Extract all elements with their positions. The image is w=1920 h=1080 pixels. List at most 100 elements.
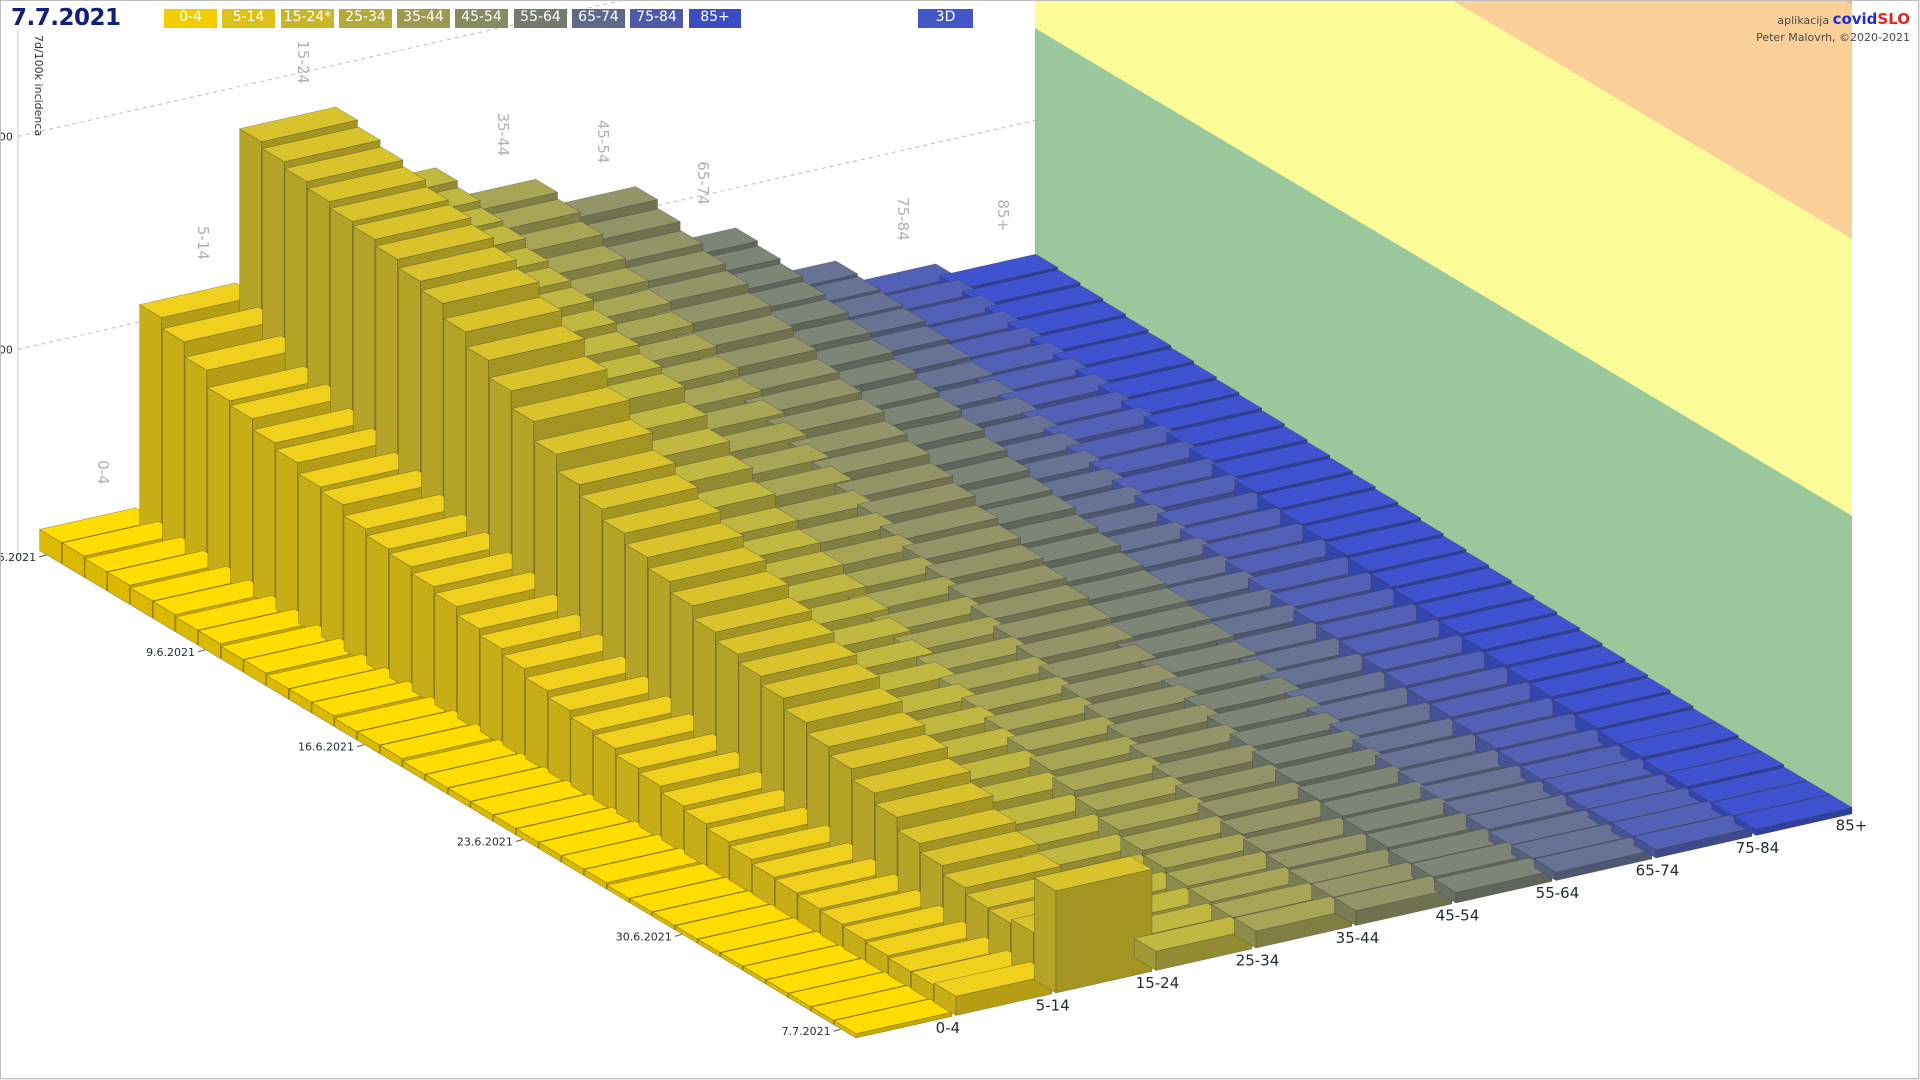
bar-top (402, 739, 522, 775)
category-label: 0-4 (936, 1019, 961, 1037)
bar-top (592, 713, 713, 749)
bar-top (1519, 744, 1640, 780)
legend-item-7584[interactable]: 75-84 (630, 9, 683, 28)
legend-item-1524[interactable]: 15-24* (281, 9, 334, 28)
bar-top (1392, 567, 1513, 603)
bar-top (197, 608, 318, 645)
bar-top (1633, 814, 1753, 850)
bar-top (297, 452, 418, 488)
bar-top (1497, 728, 1617, 765)
bar-top (175, 595, 295, 631)
bar-top (488, 355, 608, 392)
bar-top (465, 325, 586, 361)
bar-top (1007, 300, 1127, 337)
bar-top (447, 766, 567, 802)
bar-top (1388, 828, 1508, 864)
bar-top (1129, 723, 1249, 760)
bar-top (1052, 332, 1172, 368)
legend-item-3544[interactable]: 35-44 (397, 9, 450, 28)
bar-top (1188, 866, 1308, 903)
date-tick-label: 9.6.2021 (146, 646, 195, 659)
bar-top (479, 613, 599, 649)
bar-top (1288, 848, 1408, 884)
bar-top (629, 876, 749, 913)
bar-top (1370, 551, 1490, 588)
bar-top (919, 830, 1040, 866)
bar-top (1029, 316, 1150, 352)
bar-side (320, 491, 344, 651)
bar-top (938, 655, 1058, 692)
bar-side (230, 405, 253, 597)
y-tick-label: 100 (1, 343, 13, 356)
bar-top (1206, 694, 1326, 730)
bar-side (457, 615, 480, 732)
legend-item-04[interactable]: 0-4 (164, 9, 217, 28)
bar-top (938, 253, 1059, 290)
bar-side (252, 429, 276, 610)
category-label: 45-54 (1436, 907, 1480, 925)
bar-top (1279, 489, 1399, 525)
date-tick-label: 2.6.2021 (1, 551, 36, 564)
bar-top (1406, 666, 1526, 702)
category-label: 65-74 (1636, 862, 1680, 880)
zone-orange (1453, 1, 1852, 239)
bar-top (470, 779, 590, 816)
bar-side (593, 734, 616, 813)
bar-side (139, 304, 162, 542)
bar-side (275, 449, 299, 624)
legend-item-5564[interactable]: 55-64 (514, 9, 567, 28)
bar-top (534, 419, 654, 455)
legend-item-6574[interactable]: 65-74 (572, 9, 625, 28)
bar-top (1442, 780, 1562, 816)
legend-item-85plus[interactable]: 85+ (689, 9, 741, 28)
bar-top (265, 653, 386, 689)
legend-item-2534[interactable]: 25-34 (339, 9, 392, 28)
bar-top (719, 931, 840, 967)
legend-item-514[interactable]: 5-14 (222, 9, 275, 28)
bar-top (1106, 703, 1226, 740)
bar-top (1165, 851, 1285, 887)
zone-red (1846, 1, 1852, 5)
bar-top (615, 733, 735, 769)
bar-top (624, 522, 745, 558)
bar-top (579, 474, 699, 510)
bar-top (638, 751, 758, 787)
bar-top (774, 858, 894, 894)
bar-top (1410, 841, 1531, 878)
toggle-3d-button[interactable]: 3D (918, 9, 973, 28)
bar-top (788, 971, 908, 1007)
category-labels: 0-4 5-14 15-24 25-34 35-44 45-54 55-64 65-74 75-… (936, 817, 1868, 1037)
bar-top (1119, 815, 1240, 851)
bar-side (207, 387, 230, 583)
bar-25-34-day-36 (1133, 916, 1253, 972)
bar-top (388, 531, 508, 568)
bar-side (411, 573, 435, 705)
bar-top (365, 513, 486, 550)
bar-top (320, 469, 440, 506)
bar-side (547, 697, 571, 786)
bar-top (1143, 394, 1263, 431)
bar-top (334, 696, 454, 732)
legend-item-4554[interactable]: 45-54 (455, 9, 508, 28)
bar-45-54-day-36 (1333, 875, 1453, 927)
bar-side (366, 535, 389, 678)
bar-top (1642, 737, 1762, 774)
bar-top (879, 504, 999, 540)
back-label: 85+ (994, 199, 1012, 231)
bar-top (375, 224, 495, 260)
bar-top (1083, 683, 1204, 720)
bar-top (961, 675, 1081, 712)
bar-top (1270, 572, 1390, 608)
bar-top (207, 365, 327, 402)
bar-side (570, 716, 594, 800)
date-axis-labels: 2.6.2021 9.6.2021 16.6.2021 23.6.2021 30.6.2… (1, 551, 841, 1038)
bar-top (961, 269, 1081, 305)
app-name: covidSLO (1833, 10, 1910, 28)
bar-top (379, 723, 499, 759)
bar-top (1474, 713, 1594, 749)
bar-top (524, 655, 645, 692)
bar-top (1451, 697, 1572, 733)
bar-top (761, 663, 881, 699)
bar-top (329, 186, 450, 222)
